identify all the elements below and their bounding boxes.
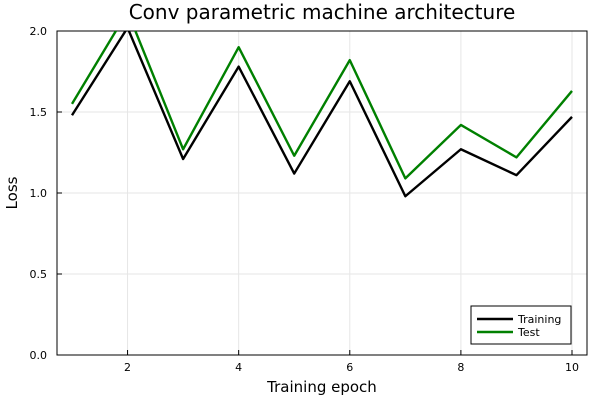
legend-label-training: Training xyxy=(517,313,561,326)
x-tick-label: 10 xyxy=(565,361,579,374)
y-tick-label: 0.5 xyxy=(30,268,48,281)
x-tick-label: 4 xyxy=(235,361,242,374)
x-tick-label: 6 xyxy=(346,361,353,374)
x-axis-label: Training epoch xyxy=(266,378,377,396)
legend-label-test: Test xyxy=(517,326,540,339)
y-tick-label: 2.0 xyxy=(30,25,48,38)
x-tick-label: 8 xyxy=(457,361,464,374)
chart-title: Conv parametric machine architecture xyxy=(129,0,516,24)
y-tick-label: 1.5 xyxy=(30,106,48,119)
legend: Training Test xyxy=(470,305,572,345)
series-layer xyxy=(70,31,573,198)
series-line-test xyxy=(70,31,573,180)
y-axis-label: Loss xyxy=(3,176,21,209)
y-tick-label: 1.0 xyxy=(30,187,48,200)
y-tick-label: 0.0 xyxy=(30,349,48,362)
x-tick-label: 2 xyxy=(124,361,131,374)
axis-ticks: 2 4 6 8 10 0.0 0.5 1.0 1.5 2.0 xyxy=(30,25,580,374)
legend-box xyxy=(470,305,572,345)
series-line-training xyxy=(70,31,573,198)
